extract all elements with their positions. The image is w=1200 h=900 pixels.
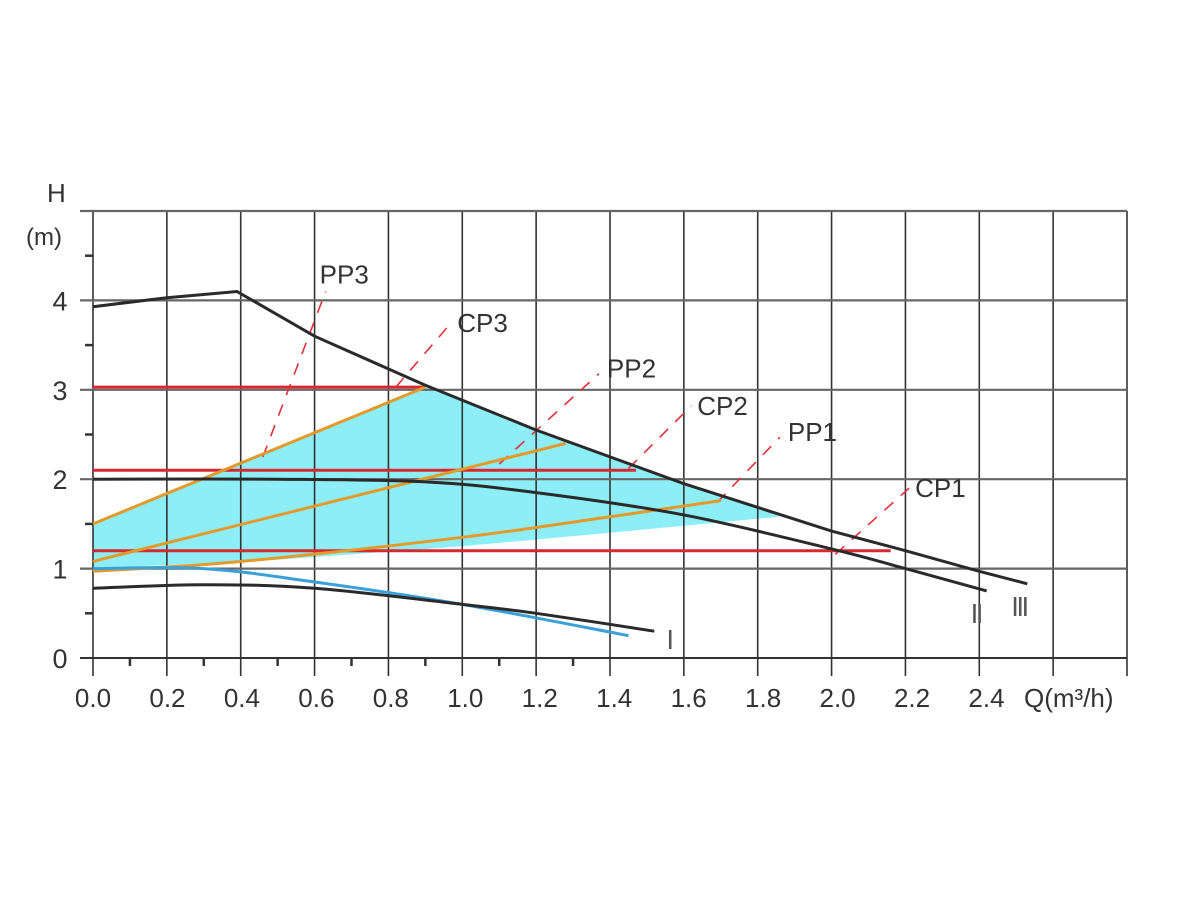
y-tick-label: 2 xyxy=(52,465,67,495)
x-tick-label: 0.8 xyxy=(373,683,409,713)
speed-label-2: Ⅱ xyxy=(971,600,984,629)
dashed-leader-cp1 xyxy=(834,487,910,555)
dashed-leader-pp1 xyxy=(716,436,781,503)
pump-speed-curve-2 xyxy=(92,477,988,593)
x-axis-label: Q(m³/h) xyxy=(1024,683,1114,713)
series-label-cp1: CP1 xyxy=(915,473,966,503)
dashed-leader-pp2 xyxy=(498,373,600,465)
y-tick-label: 3 xyxy=(52,376,67,406)
series-label-cp3: CP3 xyxy=(457,308,508,338)
dashed-leader-cp3 xyxy=(395,322,452,388)
y-tick-label: 0 xyxy=(52,644,67,674)
series-label-cp2: CP2 xyxy=(697,391,748,421)
proportional-pressure-line-pp2 xyxy=(92,441,567,563)
x-tick-label: 0.2 xyxy=(149,683,185,713)
x-tick-label: 2.4 xyxy=(968,683,1004,713)
dashed-leader-pp3 xyxy=(262,291,327,458)
speed-label-3: Ⅲ xyxy=(1011,593,1029,622)
x-tick-label: 1.6 xyxy=(671,683,707,713)
proportional-pressure-line-pp3 xyxy=(92,385,426,526)
x-tick-label: 1.2 xyxy=(522,683,558,713)
operating-area-fill xyxy=(93,387,780,569)
proportional-pressure-line-pp1 xyxy=(92,499,722,573)
x-tick-label: 0.6 xyxy=(298,683,334,713)
x-tick-label: 1.8 xyxy=(745,683,781,713)
x-tick-label: 1.4 xyxy=(596,683,632,713)
speed-label-1: Ⅰ xyxy=(666,626,674,655)
series-label-pp1: PP1 xyxy=(788,417,837,447)
x-tick-label: 1.0 xyxy=(447,683,483,713)
x-tick-label: 0.4 xyxy=(224,683,260,713)
y-tick-label: 4 xyxy=(52,286,67,316)
pump-speed-curve-1 xyxy=(92,583,655,633)
y-axis-unit: (m) xyxy=(26,224,62,251)
blue-curve xyxy=(92,566,629,638)
pump-speed-curve-3 xyxy=(92,289,1028,586)
y-axis-label: H xyxy=(47,178,66,208)
x-tick-label: 2.0 xyxy=(819,683,855,713)
x-tick-label: 0.0 xyxy=(75,683,111,713)
y-tick-label: 1 xyxy=(52,555,67,585)
series-label-pp2: PP2 xyxy=(607,354,656,384)
series-label-pp3: PP3 xyxy=(320,259,369,289)
x-tick-label: 2.2 xyxy=(894,683,930,713)
dashed-leader-cp2 xyxy=(627,405,692,470)
